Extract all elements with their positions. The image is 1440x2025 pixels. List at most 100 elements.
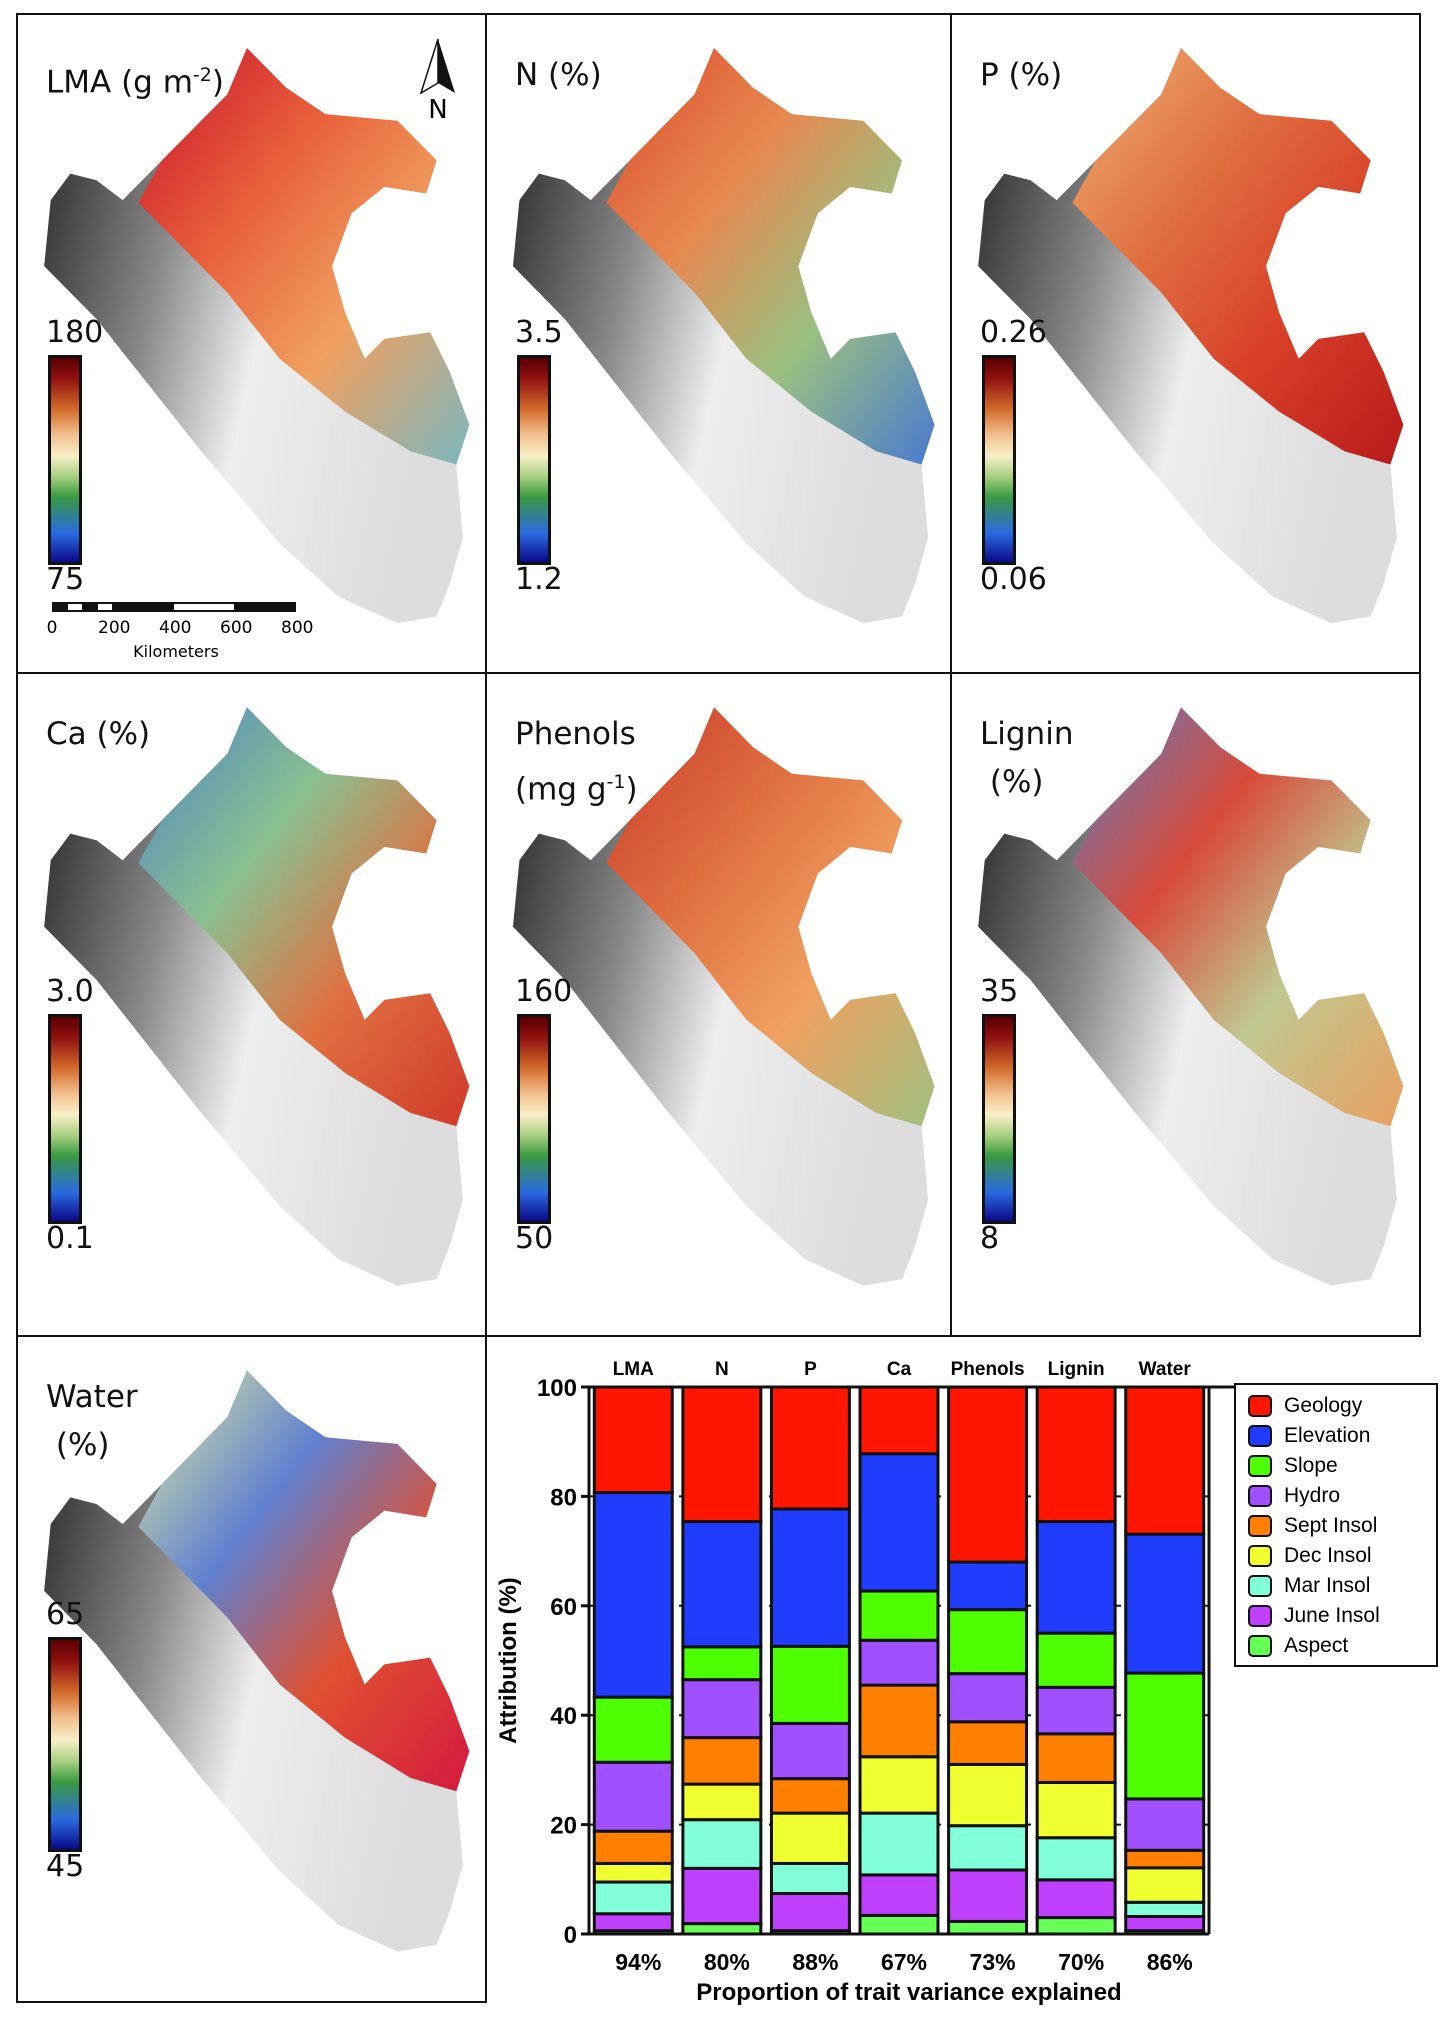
bar-segment-mar-insol [947, 1824, 1029, 1872]
variance-label: 88% [792, 1949, 838, 1975]
bar-segment-june-insol [858, 1873, 940, 1917]
y-tick-label: 40 [550, 1703, 577, 1730]
bar-segment-slope [1124, 1671, 1206, 1801]
colorbar-min: 45 [46, 1849, 85, 1884]
map-panel-4: Phenols (mg g-1) 160 50 [485, 672, 952, 1337]
bar-segment-slope [769, 1644, 851, 1725]
north-label: N [428, 95, 448, 125]
bar-segment-geology [592, 1385, 674, 1495]
bar-segment-hydro [681, 1678, 763, 1740]
colorbar-max: 65 [46, 1597, 85, 1632]
bar-segment-slope [681, 1645, 763, 1682]
bar-segment-slope [1035, 1631, 1117, 1689]
variance-label: 70% [1058, 1949, 1104, 1975]
bar-segment-slope [592, 1695, 674, 1764]
bar-segment-dec-insol [947, 1762, 1029, 1828]
bar-segment-geology [681, 1385, 763, 1524]
variance-label: 94% [615, 1949, 661, 1975]
variance-label: 80% [704, 1949, 750, 1975]
bar-segment-geology [1124, 1385, 1206, 1536]
map-panel-5: Lignin (%) 35 8 [950, 672, 1421, 1337]
colorbar [517, 355, 551, 565]
bar-segment-aspect [947, 1919, 1029, 1936]
colorbar [48, 355, 82, 565]
legend-swatch [1248, 1515, 1272, 1537]
bar-segment-elevation [681, 1520, 763, 1649]
trait-raster [606, 707, 935, 1127]
bar-segment-elevation [592, 1491, 674, 1699]
legend-item: Aspect [1248, 1633, 1348, 1659]
bar-segment-aspect [858, 1913, 940, 1936]
bar-segment-hydro [858, 1638, 940, 1687]
legend-swatch [1248, 1395, 1272, 1417]
x-axis-label: Proportion of trait variance explained [696, 1979, 1121, 2006]
legend-label: Elevation [1284, 1424, 1371, 1447]
bar-segment-sept-insol [947, 1720, 1029, 1766]
bar-segment-mar-insol [858, 1811, 940, 1877]
category-label: Lignin [1048, 1359, 1105, 1380]
legend-item: Elevation [1248, 1423, 1370, 1449]
legend-item: Sept Insol [1248, 1513, 1377, 1539]
y-tick-label: 80 [550, 1484, 577, 1511]
variance-label: 73% [970, 1949, 1016, 1975]
trait-raster [606, 48, 935, 465]
scale-tick: 400 [159, 618, 192, 638]
colorbar [982, 1014, 1016, 1224]
trait-raster [138, 1370, 470, 1792]
category-label: N [715, 1359, 729, 1380]
panel-title: LMA (g m-2) [46, 64, 224, 101]
bar-segment-slope [947, 1608, 1029, 1676]
scale-tick: 200 [98, 618, 131, 638]
y-tick-label: 100 [537, 1375, 577, 1402]
bar-segment-geology [947, 1385, 1029, 1564]
bar-segment-dec-insol [1035, 1780, 1117, 1840]
colorbar-max: 3.0 [46, 974, 94, 1009]
legend-swatch [1248, 1455, 1272, 1477]
bar-segment-sept-insol [769, 1777, 851, 1815]
north-arrow-icon [419, 38, 455, 95]
bar-segment-aspect [681, 1922, 763, 1936]
colorbar [48, 1014, 82, 1224]
colorbar-max: 180 [46, 315, 104, 350]
colorbar-min: 0.06 [980, 562, 1047, 597]
colorbar-min: 1.2 [515, 562, 563, 597]
map-panel-3: Ca (%) 3.0 0.1 [16, 672, 487, 1337]
chart-legend: Geology Elevation Slope Hydro Sept Insol Dec … [1234, 1383, 1438, 1667]
category-label: P [804, 1359, 817, 1380]
bar-segment-sept-insol [681, 1736, 763, 1786]
legend-swatch [1248, 1545, 1272, 1567]
scale-unit: Kilometers [133, 642, 219, 661]
bar-segment-mar-insol [592, 1880, 674, 1916]
bar-segment-june-insol [769, 1892, 851, 1933]
map-panel-2: P (%) 0.26 0.06 [950, 13, 1421, 674]
legend-label: Slope [1284, 1454, 1338, 1477]
bar-segment-hydro [769, 1721, 851, 1781]
scale-tick: 600 [220, 618, 253, 638]
panel-title: P (%) [980, 57, 1063, 93]
colorbar [982, 355, 1016, 565]
legend-item: Dec Insol [1248, 1543, 1372, 1569]
bar-segment-sept-insol [1035, 1732, 1117, 1784]
bar-segment-june-insol [947, 1868, 1029, 1923]
bar-segment-dec-insol [681, 1782, 763, 1822]
panel-title: N (%) [515, 57, 602, 93]
colorbar-max: 3.5 [515, 315, 563, 350]
legend-label: Mar Insol [1284, 1574, 1371, 1597]
legend-item: Slope [1248, 1453, 1338, 1479]
bar-segment-sept-insol [592, 1829, 674, 1865]
colorbar [48, 1637, 82, 1852]
bar-segment-geology [769, 1385, 851, 1511]
y-axis-label: Attribution (%) [495, 1577, 522, 1744]
legend-label: Aspect [1284, 1634, 1349, 1657]
colorbar-min: 8 [980, 1221, 1000, 1256]
trait-raster [138, 48, 470, 465]
bar-segment-mar-insol [1124, 1900, 1206, 1918]
category-label: LMA [613, 1359, 654, 1380]
peru-map [44, 48, 470, 624]
variance-label: 86% [1147, 1949, 1193, 1975]
bar-segment-mar-insol [681, 1818, 763, 1870]
bar-segment-elevation [858, 1452, 940, 1593]
map-panel-1: N (%) 3.5 1.2 [485, 13, 952, 674]
panel-title: Phenols (mg g-1) [515, 716, 638, 808]
colorbar [517, 1014, 551, 1224]
